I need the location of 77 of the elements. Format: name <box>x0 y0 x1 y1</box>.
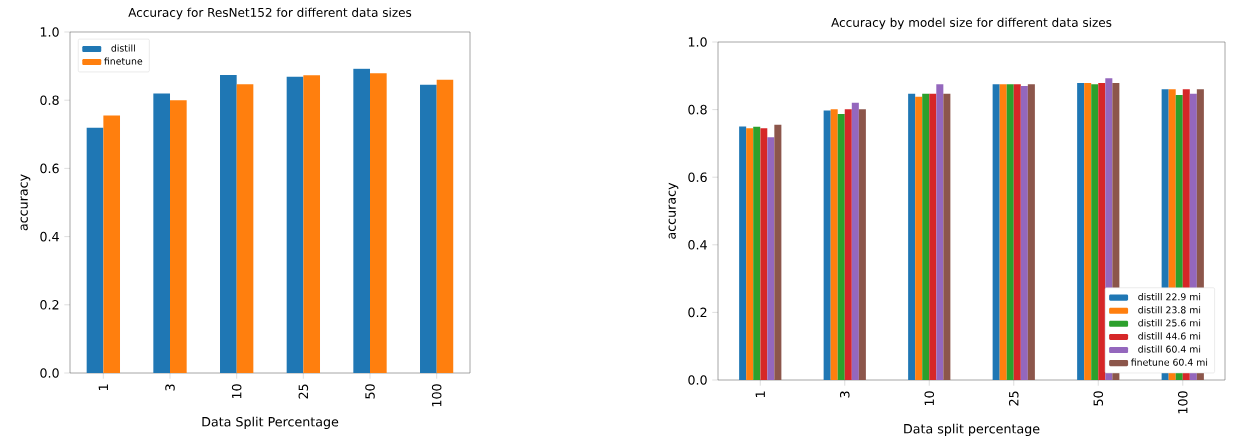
bar <box>1013 84 1021 380</box>
bar <box>851 102 859 380</box>
bar <box>86 127 104 373</box>
legend-label: distill 25.6 mi <box>1138 319 1201 327</box>
y-tick-label: 1.0 <box>40 27 59 37</box>
legend-label: distill 44.6 mi <box>1138 332 1201 340</box>
legend-label: finetune <box>104 57 143 65</box>
x-tick-label: 1 <box>98 384 108 391</box>
bar <box>922 93 930 380</box>
y-tick-label: 0.0 <box>688 375 707 385</box>
bar <box>170 100 187 373</box>
bar <box>220 74 237 373</box>
legend-label: distill 60.4 mi <box>1138 345 1201 353</box>
bar <box>746 128 754 380</box>
legend-label: distill 22.9 mi <box>1138 293 1201 301</box>
bar <box>844 109 852 380</box>
bar <box>103 115 121 373</box>
bar <box>999 84 1007 380</box>
bar <box>823 110 831 380</box>
y-tick-label: 0.8 <box>40 95 59 105</box>
y-tick-label: 0.4 <box>40 231 59 242</box>
bar <box>153 93 170 373</box>
y-tick-label: 0.2 <box>40 300 59 310</box>
bar <box>943 93 951 380</box>
bar <box>858 109 866 380</box>
x-tick-label: 100 <box>431 384 442 407</box>
bar <box>753 126 761 380</box>
x-axis-title: Data split percentage <box>904 423 1040 436</box>
y-tick-label: 0.2 <box>688 307 707 318</box>
bar <box>837 113 845 380</box>
bar <box>1077 82 1085 380</box>
bar <box>1084 82 1092 380</box>
y-tick-label: 0.8 <box>688 104 707 115</box>
x-tick-label: 1 <box>755 391 765 398</box>
bar <box>286 76 304 373</box>
bar <box>420 84 437 373</box>
x-tick-label: 3 <box>839 391 850 398</box>
x-tick-label: 10 <box>231 384 242 399</box>
x-tick-label: 25 <box>1008 391 1019 406</box>
legend-label: finetune 60.4 mi <box>1130 358 1208 366</box>
y-tick-label: 1.0 <box>688 37 707 47</box>
bar <box>370 73 387 373</box>
bar <box>774 124 782 380</box>
x-axis-title: Data Split Percentage <box>202 416 339 429</box>
y-tick-label: 0.0 <box>40 368 59 378</box>
y-tick-label: 0.6 <box>688 172 707 182</box>
legend-label: distill <box>111 44 135 52</box>
bar <box>303 75 321 373</box>
bar <box>353 68 371 373</box>
y-axis-title: accuracy <box>668 182 679 239</box>
bar <box>1020 85 1028 380</box>
x-tick-label: 50 <box>1093 391 1104 406</box>
bar <box>1006 84 1014 380</box>
bar <box>908 93 916 380</box>
legend-label: distill 23.8 mi <box>1138 306 1201 314</box>
bar <box>236 84 254 373</box>
bar <box>936 84 944 380</box>
bar <box>436 79 454 373</box>
bar <box>1027 84 1035 380</box>
bar <box>830 109 838 380</box>
bar <box>915 96 923 380</box>
y-axis-title: accuracy <box>20 174 31 231</box>
x-tick-label: 3 <box>165 384 175 391</box>
x-tick-label: 50 <box>365 384 375 399</box>
chart-title: Accuracy for ResNet152 for different data sizes <box>128 7 412 20</box>
x-tick-label: 25 <box>298 384 309 399</box>
y-tick-label: 0.4 <box>688 240 707 250</box>
bar <box>929 93 937 380</box>
y-tick-label: 0.6 <box>40 163 59 174</box>
x-tick-label: 100 <box>1177 391 1188 414</box>
bar <box>1091 84 1099 380</box>
chart-title: Accuracy by model size for different data sizes <box>831 17 1112 30</box>
bar <box>767 137 775 380</box>
bar <box>992 84 1000 380</box>
bar <box>739 126 747 380</box>
x-tick-label: 10 <box>924 391 935 406</box>
bar <box>1098 82 1106 380</box>
